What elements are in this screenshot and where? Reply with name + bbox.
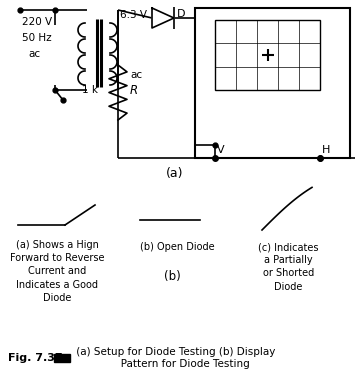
Bar [54,354,70,362]
Text: (b): (b) [164,270,180,283]
Bar [215,20,320,90]
Bar [195,8,350,158]
Text: H: H [322,145,330,155]
Text: (c) Indicates
a Partially
or Shorted
Diode: (c) Indicates a Partially or Shorted Dio… [258,242,319,291]
Text: ac: ac [28,49,40,59]
Text: 50 Hz: 50 Hz [22,33,51,43]
Text: R: R [130,84,138,97]
Text: ac: ac [130,70,142,80]
Text: 220 V: 220 V [22,17,52,27]
Polygon shape [152,8,174,28]
Text: 1 k: 1 k [82,85,98,95]
Text: Fig. 7.37: Fig. 7.37 [8,353,63,363]
Text: V: V [217,145,225,155]
Text: (a): (a) [166,167,184,180]
Text: (b) Open Diode: (b) Open Diode [140,242,215,252]
Text: (a) Setup for Diode Testing (b) Display
       Pattern for Diode Testing: (a) Setup for Diode Testing (b) Display … [73,347,275,369]
Text: 6.3 V: 6.3 V [120,10,147,20]
Text: (a) Shows a Hign
Forward to Reverse
Current and
Indicates a Good
Diode: (a) Shows a Hign Forward to Reverse Curr… [10,240,104,303]
Text: D: D [177,9,185,19]
